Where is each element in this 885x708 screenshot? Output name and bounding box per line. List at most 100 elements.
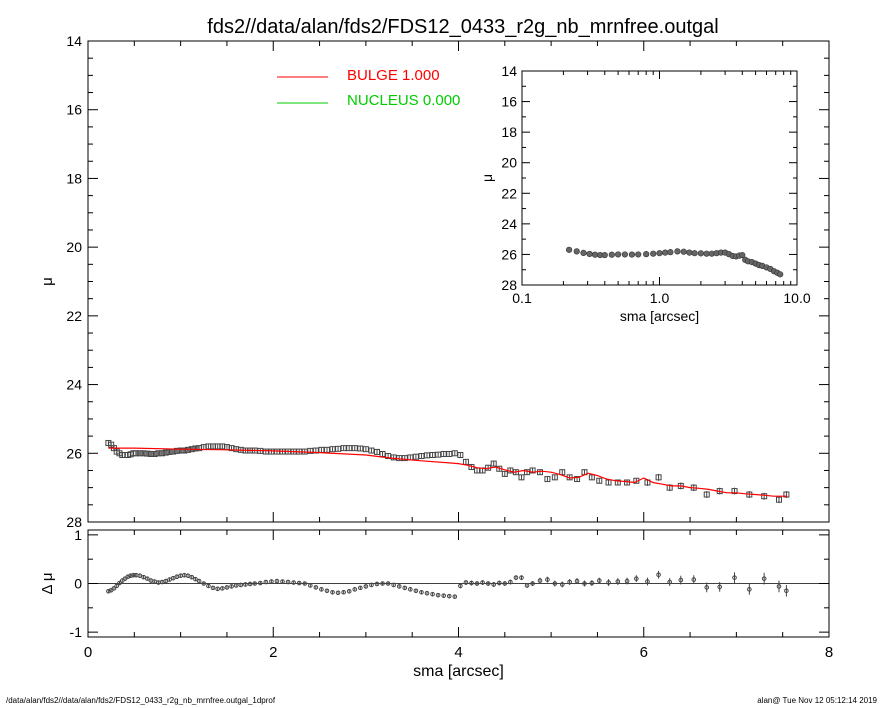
data-point [346, 445, 353, 452]
x-tick-label: 8 [825, 644, 833, 661]
residual-point [732, 575, 737, 580]
x-tick-label: 2 [269, 644, 277, 661]
y-tick-label: 26 [66, 445, 82, 461]
inset-plot-axes: 14 16 18 20 22 24 26 280.1 1.0 10.0 [501, 63, 810, 306]
residual-point [137, 573, 143, 579]
inset-y-tick-label: 24 [501, 216, 517, 232]
residual-point [634, 576, 639, 581]
data-point [435, 451, 442, 458]
inset-data-point [591, 251, 599, 258]
residual-point [396, 584, 402, 589]
residual-point [274, 578, 280, 584]
residual-point [508, 579, 513, 585]
residual-point [502, 581, 508, 586]
residual-point [319, 587, 324, 592]
inset-data-point [691, 250, 698, 257]
residual-point [530, 581, 535, 586]
footer-file-path: /data/alan/fds2//data/alan/fds2/FDS12_04… [6, 696, 276, 705]
residual-point [624, 578, 630, 584]
inset-data-point [621, 251, 628, 258]
legend-label-bulge: BULGE 1.000 [347, 67, 440, 84]
footer-timestamp: alan@ Tue Nov 12 05:12:14 2019 [757, 696, 877, 705]
data-point [362, 446, 369, 453]
residual-point [519, 575, 524, 580]
inset-data-point [662, 249, 669, 256]
inset-data-point [667, 249, 674, 256]
inset-x-tick-label: 0.1 [512, 290, 532, 306]
residual-point [243, 582, 248, 587]
x-tick-label: 0 [84, 644, 92, 661]
inset-data-point [650, 250, 657, 257]
residual-point [545, 577, 550, 582]
data-point [518, 474, 525, 481]
residual-point [463, 580, 469, 585]
data-point [307, 447, 314, 454]
residual-point [474, 581, 480, 586]
x-axis-label: sma [arcsec] [413, 663, 504, 680]
residual-point [596, 578, 602, 583]
data-point [368, 447, 375, 454]
residual-point [111, 586, 117, 591]
residual-point [117, 580, 122, 586]
residual-point [346, 588, 352, 594]
inset-data-point [565, 246, 573, 253]
residual-point [247, 581, 253, 587]
main-y-axis-label: μ [39, 277, 56, 286]
residual-point [559, 582, 565, 587]
data-point [529, 467, 536, 474]
residual-point [163, 578, 169, 584]
residual-point [215, 586, 220, 592]
residual-point [537, 578, 543, 583]
residual-point [513, 575, 519, 580]
inset-data-point [686, 249, 693, 256]
resid-y-tick-label: -1 [70, 624, 83, 640]
residual-point [452, 594, 458, 599]
inset-data-point [703, 250, 710, 257]
residual-point [374, 581, 380, 587]
residual-point [430, 591, 435, 597]
residual-point [141, 574, 146, 580]
residual-point [252, 581, 258, 586]
residual-point [341, 589, 346, 595]
y-tick-label: 18 [66, 170, 82, 186]
inset-data-point [674, 248, 681, 255]
bulge-model-line [108, 447, 788, 497]
residual-point [691, 577, 697, 582]
main-plot-marks [105, 439, 790, 504]
y-tick-label: 22 [66, 308, 82, 324]
residual-point [296, 580, 302, 586]
inset-data-point [580, 249, 587, 256]
x-tick-label: 4 [454, 644, 462, 661]
inset-data-point [608, 251, 615, 258]
residual-plot-marks [106, 570, 789, 599]
inset-data-point [601, 251, 608, 259]
residual-point [656, 572, 661, 578]
residual-point [704, 585, 710, 590]
inset-data-point [697, 250, 704, 257]
inset-data-point [615, 251, 622, 258]
residual-point [324, 588, 330, 594]
resid-y-tick-label: 0 [74, 576, 82, 592]
residual-point [491, 582, 496, 587]
inset-data-point [635, 251, 642, 258]
residual-point [435, 592, 441, 598]
inset-y-tick-label: 22 [501, 185, 517, 201]
residual-point [224, 585, 230, 590]
residual-point [196, 578, 202, 584]
residual-point [233, 583, 239, 588]
data-point [429, 452, 436, 459]
data-point [136, 450, 143, 457]
residual-point [567, 579, 572, 585]
data-point [133, 450, 140, 457]
inset-x-tick-label: 1.0 [650, 290, 670, 306]
residual-point [189, 574, 195, 580]
residual-point [408, 587, 413, 592]
y-tick-label: 28 [66, 514, 82, 530]
residual-point [210, 585, 216, 591]
data-point [731, 488, 738, 495]
residual-point [385, 581, 391, 586]
data-point [144, 450, 151, 457]
data-point [544, 476, 551, 483]
residual-point [524, 583, 530, 588]
residual-point [144, 576, 150, 581]
